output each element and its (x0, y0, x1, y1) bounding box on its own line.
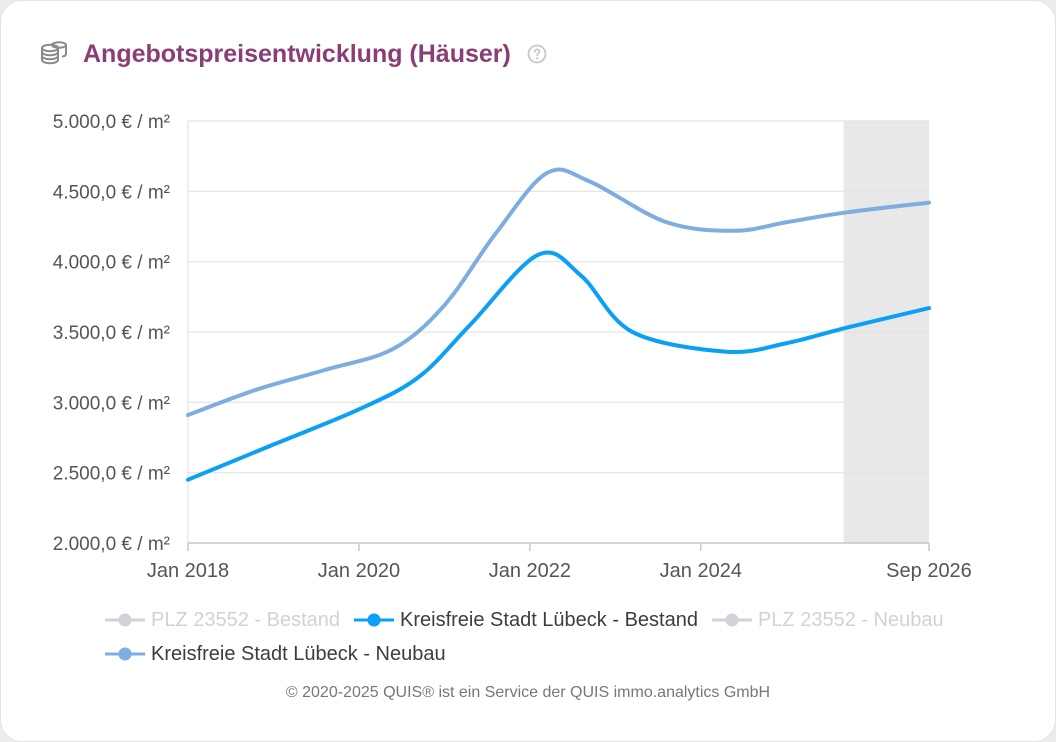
legend-marker-icon (105, 613, 145, 627)
legend: PLZ 23552 - Bestand Kreisfreie Stadt Lüb… (105, 605, 985, 673)
series-lines (186, 167, 931, 482)
y-tick-label: 4.500,0 € / m² (53, 182, 170, 203)
help-circle-icon[interactable] (527, 44, 547, 64)
x-axis-ticks: Jan 2018 Jan 2020 Jan 2022 Jan 2024 Sep 2026 (147, 543, 972, 582)
legend-label: Kreisfreie Stadt Lübeck - Bestand (400, 608, 698, 631)
y-tick-label: 5.000,0 € / m² (53, 112, 170, 133)
legend-item-plz-bestand[interactable]: PLZ 23552 - Bestand (105, 609, 340, 632)
line-chart: 2.000,0 € / m² 2.500,0 € / m² 3.000,0 € / … (53, 112, 972, 582)
card-header: Angebotspreisentwicklung (Häuser) (39, 39, 547, 69)
legend-marker-icon (711, 613, 752, 627)
legend-item-luebeck-bestand[interactable]: Kreisfreie Stadt Lübeck - Bestand (354, 609, 698, 632)
x-tick-label: Jan 2020 (318, 560, 400, 582)
y-axis-ticks: 2.000,0 € / m² 2.500,0 € / m² 3.000,0 € / … (53, 112, 170, 555)
x-tick-label: Jan 2018 (147, 560, 229, 582)
y-tick-label: 3.000,0 € / m² (53, 393, 170, 414)
legend-label: PLZ 23552 - Bestand (151, 608, 341, 631)
series-line[interactable] (186, 250, 931, 482)
y-tick-label: 2.500,0 € / m² (53, 464, 170, 485)
coins-icon (41, 41, 67, 65)
series-line[interactable] (186, 167, 931, 417)
legend-marker-icon (354, 613, 395, 627)
x-tick-label: Jan 2022 (489, 560, 571, 582)
x-tick-label: Jan 2024 (660, 560, 742, 582)
legend-item-luebeck-neubau[interactable]: Kreisfreie Stadt Lübeck - Neubau (105, 643, 446, 666)
grid-lines (187, 120, 929, 544)
legend-row: PLZ 23552 - Bestand Kreisfreie Stadt Lüb… (105, 605, 985, 635)
x-tick-label: Sep 2026 (886, 560, 972, 582)
y-tick-label: 2.000,0 € / m² (53, 534, 170, 555)
legend-label: Kreisfreie Stadt Lübeck - Neubau (151, 642, 446, 665)
chart-title: Angebotspreisentwicklung (Häuser) (83, 39, 511, 68)
y-tick-label: 4.000,0 € / m² (53, 253, 170, 274)
legend-row: Kreisfreie Stadt Lübeck - Neubau (105, 639, 985, 669)
legend-marker-icon (105, 647, 145, 661)
copyright-footer: © 2020-2025 QUIS® ist ein Service der QU… (285, 684, 771, 701)
legend-item-plz-neubau[interactable]: PLZ 23552 - Neubau (711, 608, 944, 632)
y-tick-label: 3.500,0 € / m² (53, 323, 170, 344)
legend-label: PLZ 23552 - Neubau (757, 608, 944, 631)
